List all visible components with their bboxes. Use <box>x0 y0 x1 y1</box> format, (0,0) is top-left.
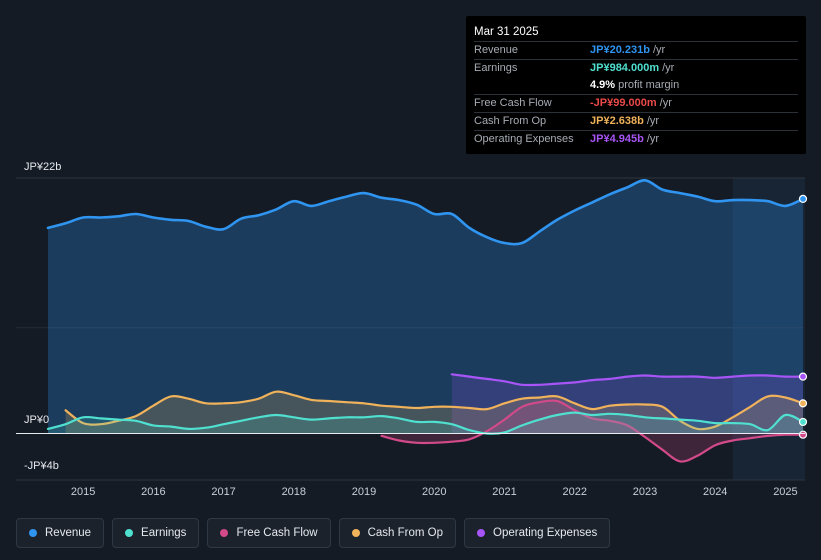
tooltip-row-revenue: Revenue JP¥20.231b /yr <box>474 41 798 59</box>
series-line-cash-from-op <box>64 390 805 431</box>
legend-item-revenue[interactable]: Revenue <box>16 518 105 548</box>
x-tick-label: 2022 <box>563 486 587 498</box>
legend-label: Earnings <box>141 527 187 539</box>
tooltip-date: Mar 31 2025 <box>474 26 539 38</box>
series-line-free-cash-flow <box>380 399 805 463</box>
legend-label: Free Cash Flow <box>236 527 318 539</box>
y-axis-zero-label: JP¥0 <box>24 414 50 426</box>
legend-dot-icon <box>125 529 134 537</box>
tooltip-unit: /yr <box>659 97 672 109</box>
x-tick-label: 2019 <box>352 486 376 498</box>
x-tick-label: 2018 <box>282 486 306 498</box>
x-tick-label: 2017 <box>211 486 235 498</box>
x-tick-label: 2015 <box>71 486 95 498</box>
tooltip-row-free-cash-flow: Free Cash Flow -JP¥99.000m /yr <box>474 94 798 112</box>
x-axis-ticks: 2015 2016 2017 2018 2019 2020 2021 2022 2023 2024… <box>71 486 798 498</box>
tooltip-unit: /yr <box>646 115 660 127</box>
tooltip-unit: /yr <box>646 133 660 145</box>
series-line-operating-expenses <box>450 373 805 387</box>
series-area-free-cash-flow <box>381 400 803 462</box>
y-axis-bottom-label: -JP¥4b <box>24 460 59 472</box>
tooltip-unit: /yr <box>652 44 666 56</box>
x-tick-label: 2025 <box>773 486 797 498</box>
legend-label: Operating Expenses <box>493 527 598 539</box>
series-endpoint-earnings <box>798 417 808 427</box>
tooltip-value: JP¥984.000m <box>590 62 660 74</box>
legend-item-cash-from-op[interactable]: Cash From Op <box>338 518 457 548</box>
tooltip-value: JP¥4.945b <box>590 133 644 145</box>
legend-dot-icon <box>477 529 486 537</box>
x-tick-label: 2021 <box>492 486 516 498</box>
x-tick-label: 2016 <box>141 486 165 498</box>
tooltip-value: 4.9% <box>590 79 616 91</box>
tooltip-value: JP¥20.231b <box>590 44 650 56</box>
series-area-revenue <box>48 180 803 434</box>
x-tick-label: 2024 <box>703 486 727 498</box>
series-endpoint-operating-expenses <box>798 372 808 381</box>
series-line-revenue <box>46 178 805 246</box>
tooltip-value: -JP¥99.000m <box>590 97 657 109</box>
tooltip-label: Cash From Op <box>474 115 547 127</box>
legend-dot-icon <box>351 529 360 537</box>
series-layer <box>46 178 808 463</box>
series-endpoint-free-cash-flow <box>798 430 808 439</box>
tooltip-unit: profit margin <box>618 79 680 91</box>
tooltip-row-operating-expenses: Operating Expenses JP¥4.945b /yr <box>474 130 798 148</box>
legend-label: Cash From Op <box>367 527 444 539</box>
series-endpoint-cash-from-op <box>798 399 808 408</box>
tooltip-row-margin: 4.9% profit margin <box>474 77 798 94</box>
legend-item-operating-expenses[interactable]: Operating Expenses <box>464 518 611 548</box>
chart-legend: Revenue Earnings Free Cash Flow Cash Fro… <box>16 518 611 548</box>
legend-label: Revenue <box>45 527 92 539</box>
tooltip-value: JP¥2.638b <box>590 115 644 127</box>
x-tick-label: 2020 <box>422 486 446 498</box>
tooltip-row-earnings: Earnings JP¥984.000m /yr <box>474 59 798 77</box>
tooltip-label: Operating Expenses <box>474 133 574 145</box>
x-tick-label: 2023 <box>633 486 657 498</box>
legend-dot-icon <box>220 529 229 537</box>
legend-item-free-cash-flow[interactable]: Free Cash Flow <box>207 518 331 548</box>
series-line-earnings <box>46 411 805 435</box>
legend-dot-icon <box>29 529 37 537</box>
tooltip-row-cash-from-op: Cash From Op JP¥2.638b /yr <box>474 112 798 130</box>
tooltip-label: Revenue <box>474 44 519 56</box>
series-area-earnings <box>48 412 803 434</box>
tooltip-label <box>474 77 590 94</box>
series-endpoint-revenue <box>798 194 808 204</box>
y-axis-top-label: JP¥22b <box>24 161 62 173</box>
tooltip-label: Earnings <box>474 62 518 74</box>
tooltip-unit: /yr <box>662 62 675 74</box>
tooltip-label: Free Cash Flow <box>474 97 552 109</box>
legend-item-earnings[interactable]: Earnings <box>112 518 200 548</box>
data-tooltip: Mar 31 2025 Revenue JP¥20.231b /yr Earni… <box>466 16 806 154</box>
